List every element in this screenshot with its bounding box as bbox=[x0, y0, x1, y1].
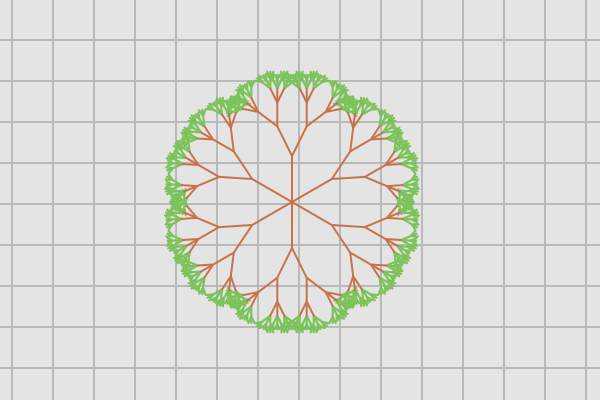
circular-fractal-tree-icon bbox=[163, 70, 421, 334]
background-grid bbox=[0, 0, 600, 400]
drawing-canvas[interactable] bbox=[0, 0, 600, 400]
